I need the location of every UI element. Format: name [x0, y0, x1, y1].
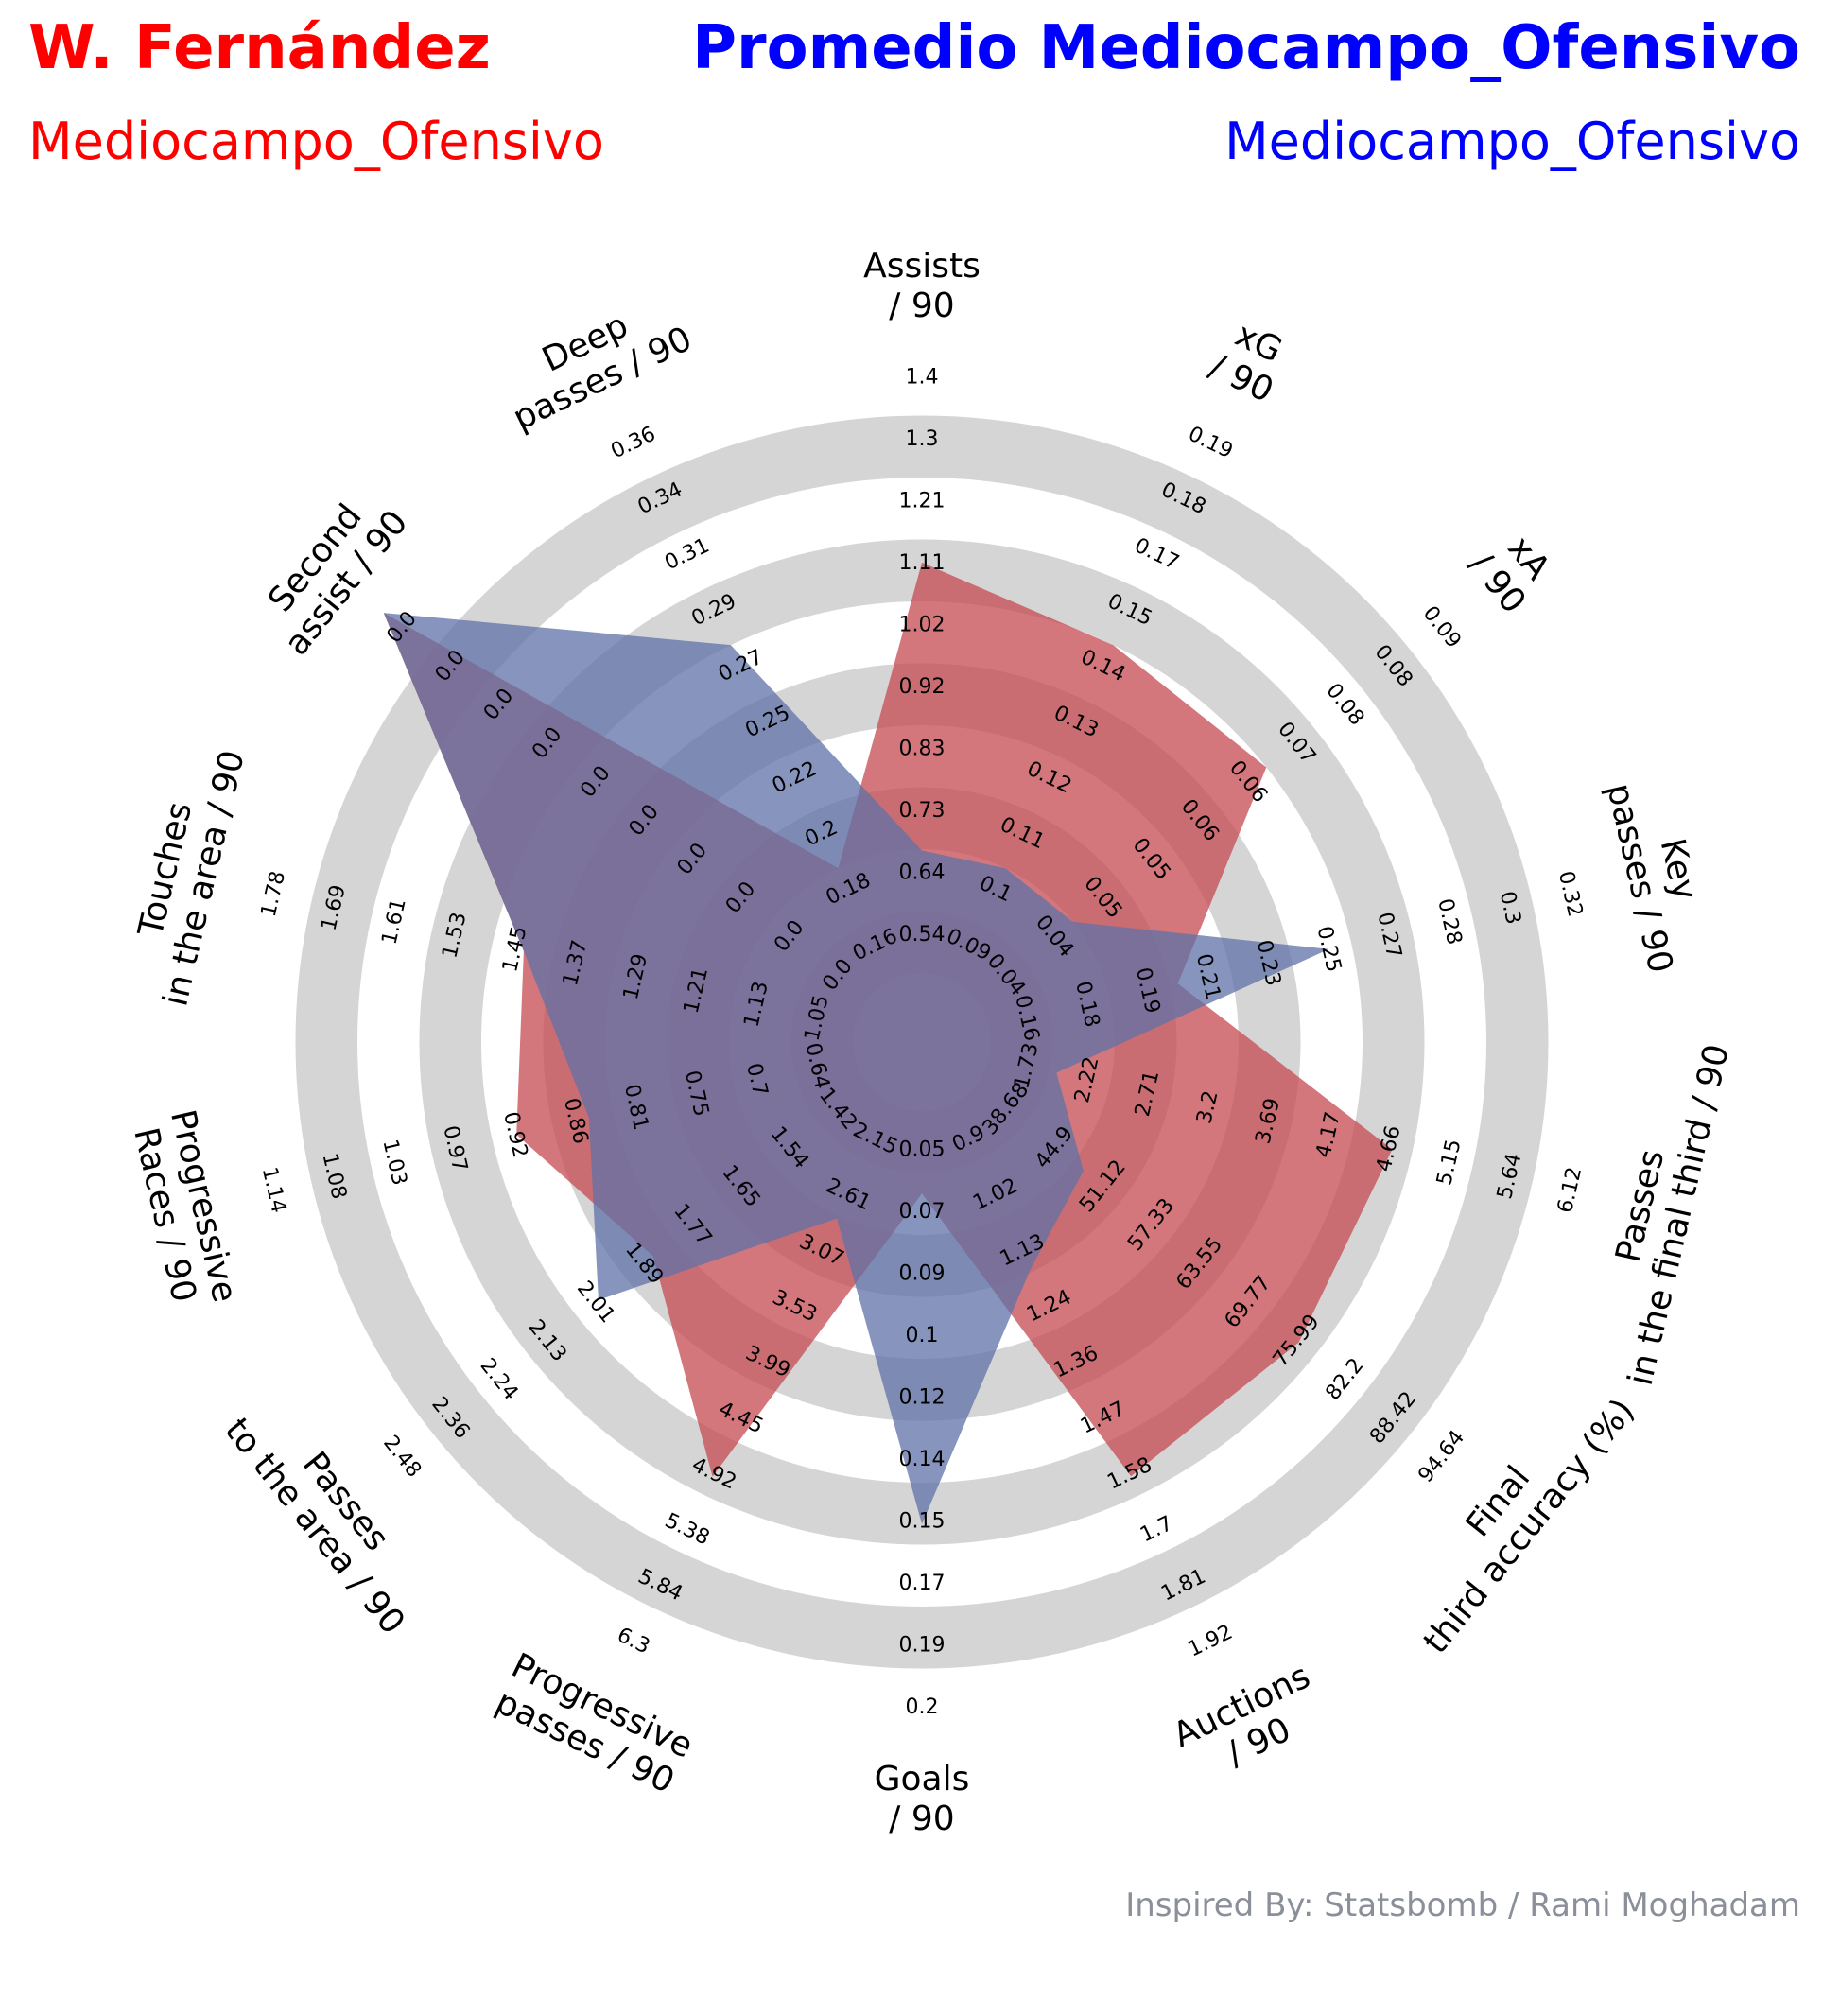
player-title: W. Fernández	[28, 13, 491, 83]
tick-label: 0.36	[607, 423, 659, 464]
parameter-label-line: Assists	[863, 247, 981, 286]
tick-label: 0.32	[1554, 869, 1587, 919]
parameter-label-line: / 90	[889, 1799, 954, 1838]
tick-label: 0.17	[899, 1572, 946, 1595]
comparison-title: Promedio Mediocampo_Ofensivo	[692, 13, 1800, 83]
parameter-label: Passesto the area / 90	[217, 1386, 443, 1642]
tick-label: 0.92	[899, 675, 946, 699]
parameter-label-line: Goals	[875, 1760, 970, 1799]
parameter-label: ProgressiveRaces / 90	[124, 1106, 244, 1314]
comparison-radar-polygon	[383, 613, 1329, 1524]
tick-label: 1.92	[1185, 1621, 1237, 1662]
tick-label: 1.78	[257, 869, 290, 919]
tick-label: 1.3	[906, 427, 939, 451]
tick-label: 1.11	[899, 551, 946, 575]
parameter-label: xG/ 90	[1204, 311, 1297, 410]
tick-label: 94.64	[1414, 1426, 1469, 1487]
tick-label: 6.12	[1554, 1165, 1587, 1215]
tick-label: 2.48	[378, 1432, 425, 1483]
parameter-label: Passesin the final third / 90	[1583, 1032, 1737, 1389]
tick-label: 0.12	[899, 1385, 946, 1409]
comparison-position-subtitle: Mediocampo_Ofensivo	[1224, 112, 1800, 171]
tick-label: 5.38	[661, 1509, 713, 1551]
tick-label: 0.19	[899, 1633, 946, 1657]
tick-label: 5.15	[1432, 1138, 1466, 1188]
tick-label: 1.02	[899, 613, 946, 636]
tick-label: 0.73	[899, 799, 946, 823]
tick-label: 1.4	[906, 365, 939, 389]
parameter-label: Deeppasses / 90	[490, 284, 698, 438]
tick-label: 1.03	[377, 1138, 410, 1188]
tick-label: 0.14	[899, 1448, 946, 1471]
tick-label: 0.1	[906, 1324, 939, 1347]
tick-label: 0.15	[899, 1509, 946, 1533]
tick-label: 0.05	[899, 1138, 946, 1161]
tick-label: 0.19	[1185, 423, 1237, 464]
credit-text: Inspired By: Statsbomb / Rami Moghadam	[1125, 1886, 1800, 1924]
tick-label: 6.3	[614, 1624, 653, 1660]
tick-label: 0.28	[1432, 896, 1466, 947]
tick-label: 1.61	[377, 896, 410, 947]
tick-label: 0.17	[1131, 534, 1183, 576]
tick-label: 0.07	[899, 1200, 946, 1224]
parameter-label: Auctions/ 90	[1168, 1657, 1334, 1791]
parameter-label: Goals/ 90	[875, 1760, 970, 1838]
parameter-label: Assists/ 90	[863, 247, 981, 325]
parameter-label: Progressivepasses / 90	[488, 1646, 699, 1802]
parameter-label: xA/ 90	[1462, 521, 1564, 621]
player-position-subtitle: Mediocampo_Ofensivo	[28, 112, 604, 171]
tick-label: 1.21	[899, 489, 946, 513]
tick-label: 0.2	[906, 1695, 939, 1719]
tick-label: 0.09	[1418, 602, 1466, 653]
tick-label: 0.25	[1312, 924, 1345, 974]
parameter-label: Keypasses / 90	[1599, 771, 1718, 977]
tick-label: 0.09	[899, 1261, 946, 1285]
tick-label: 0.54	[899, 923, 946, 947]
tick-label: 1.14	[257, 1165, 290, 1215]
tick-label: 0.31	[661, 534, 713, 576]
tick-label: 0.64	[899, 860, 946, 884]
parameter-label-line: / 90	[889, 287, 954, 325]
parameter-label: Touchesin the area / 90	[117, 738, 252, 1009]
tick-label: 1.7	[1137, 1512, 1176, 1548]
tick-label: 0.83	[899, 737, 946, 760]
